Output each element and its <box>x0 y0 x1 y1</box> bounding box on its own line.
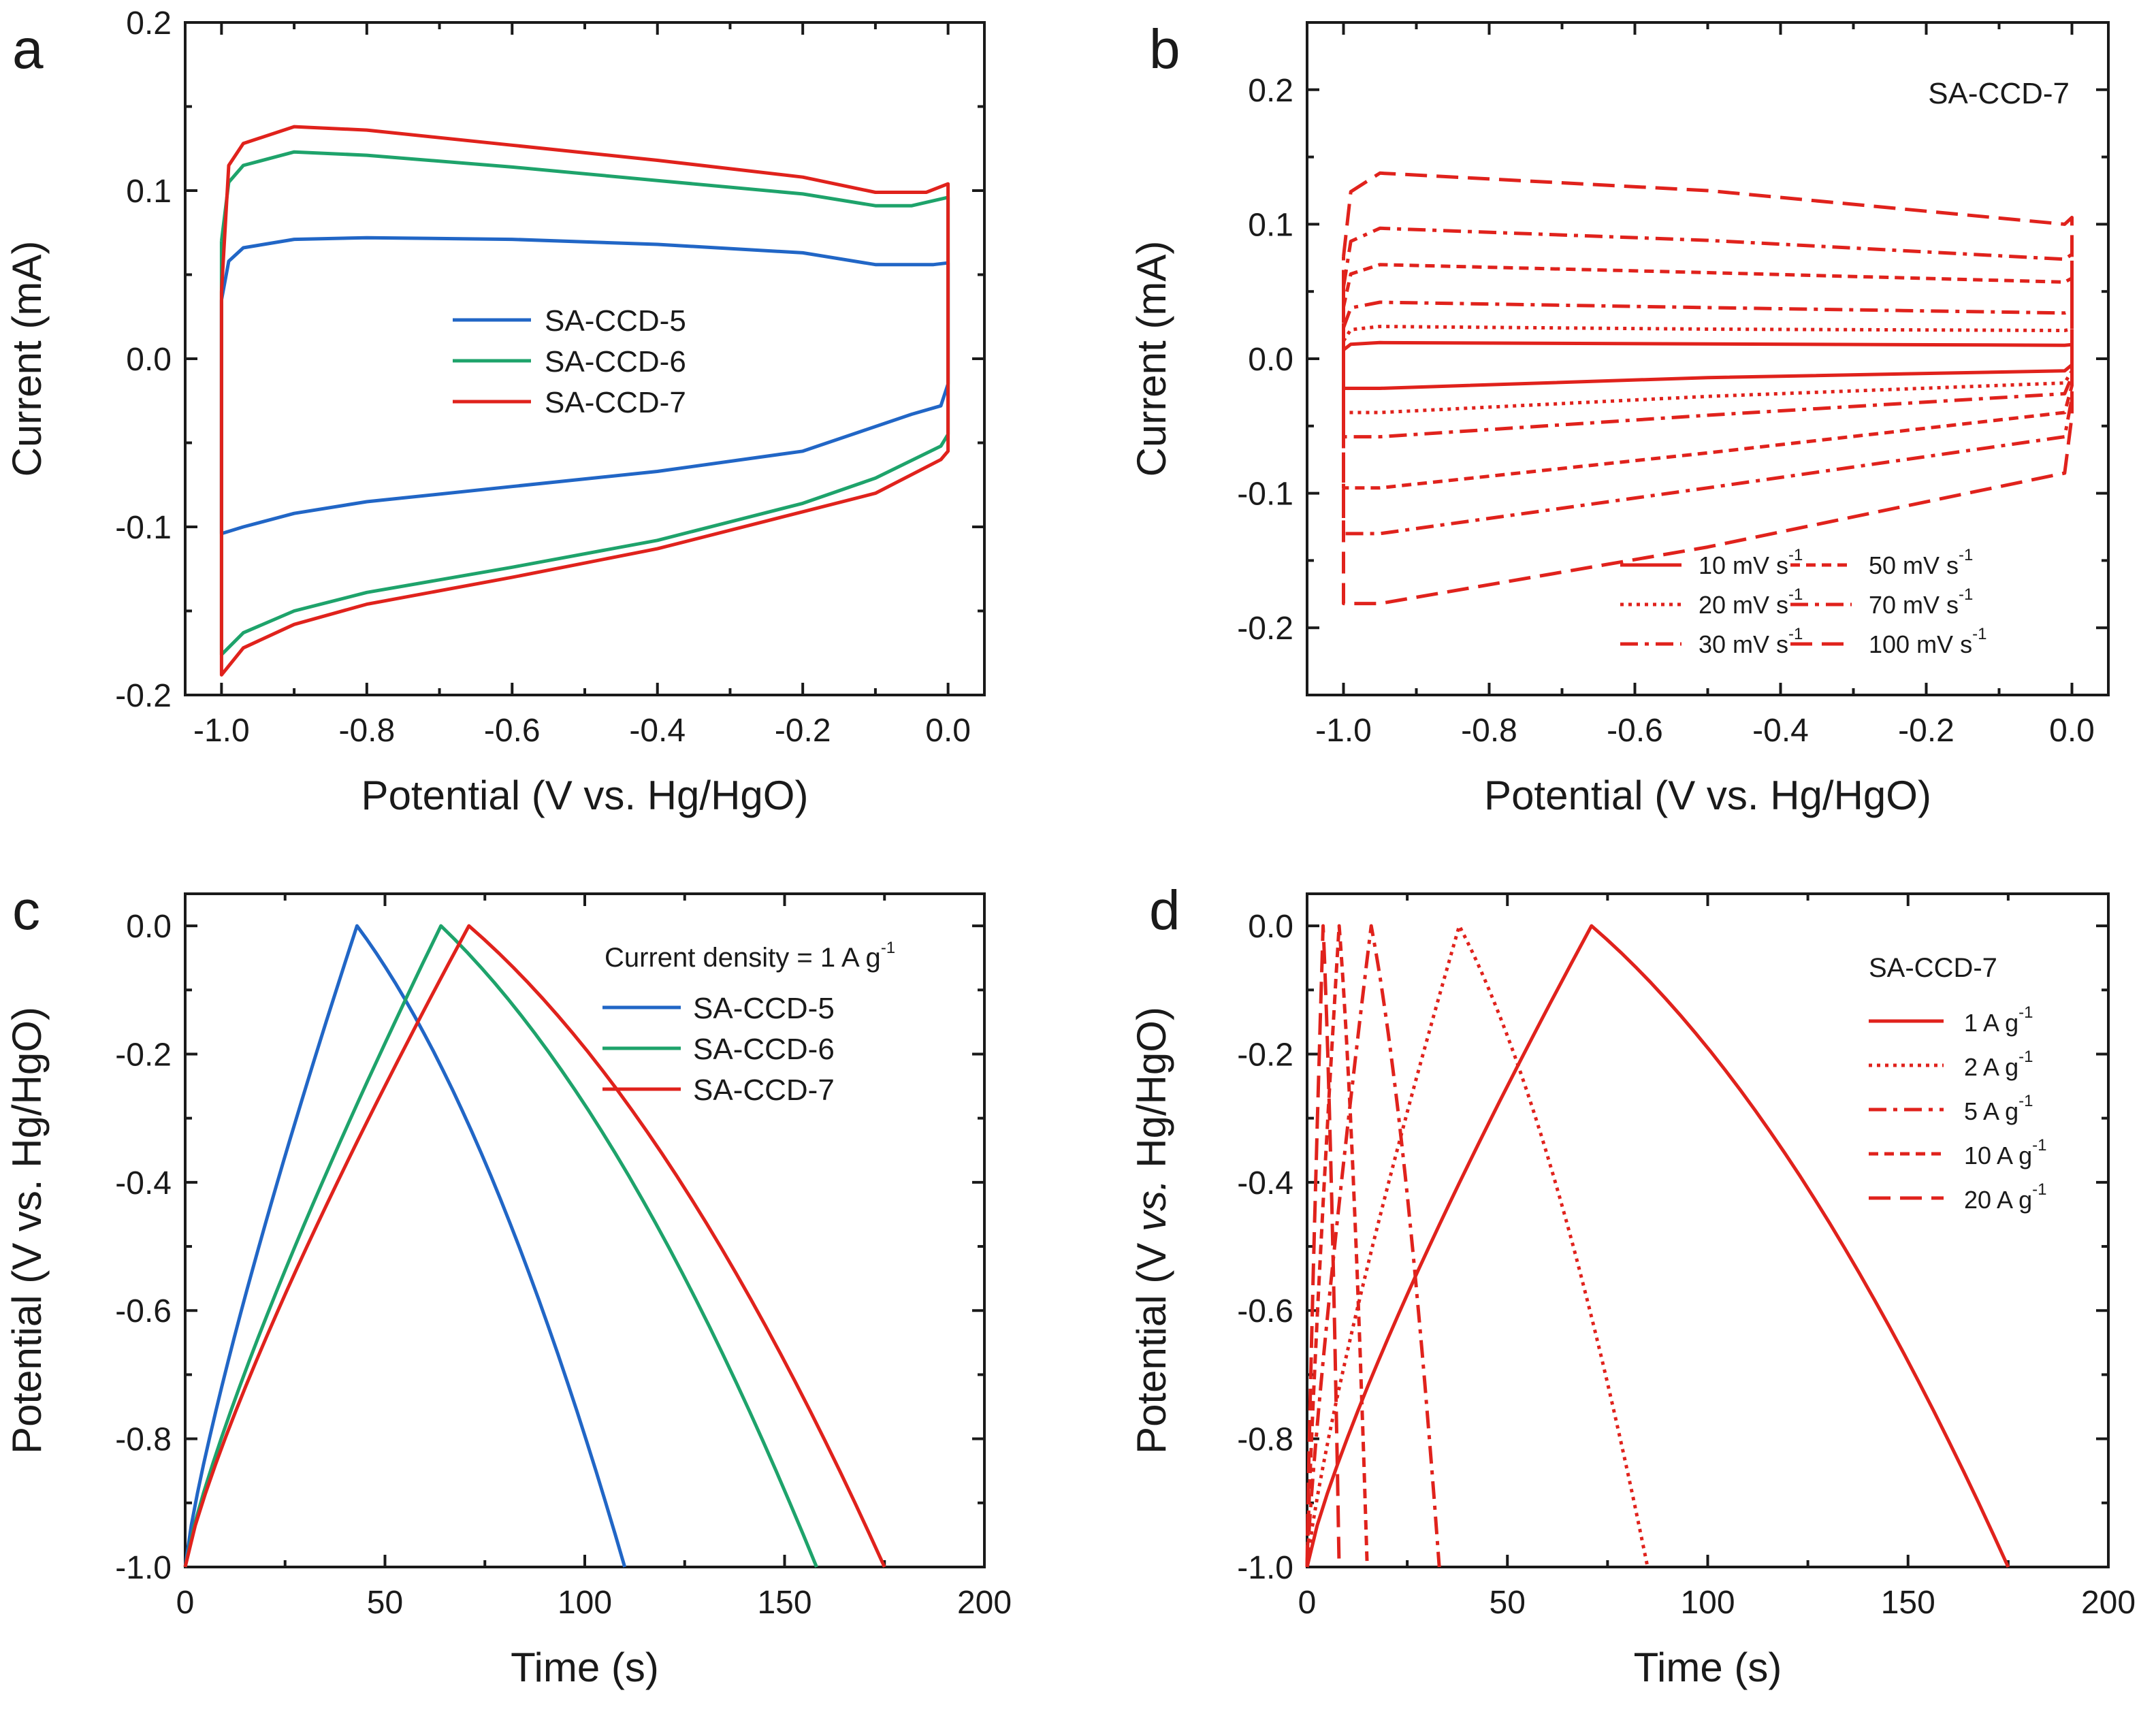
y-tick-label: -0.2 <box>115 678 172 714</box>
y-tick-label: -0.1 <box>1237 477 1293 513</box>
x-tick-label: 0 <box>176 1585 195 1621</box>
x-tick-label: -0.8 <box>338 713 395 749</box>
legend-label: SA-CCD-7 <box>693 1073 835 1107</box>
x-tick-label: -0.2 <box>775 713 831 749</box>
y-tick-label: -0.2 <box>115 1037 172 1073</box>
y-tick-label: -1.0 <box>1237 1550 1293 1586</box>
y-axis-title: Potential (V vs. Hg/HgO) <box>4 1007 50 1454</box>
y-tick-label: -0.2 <box>1237 611 1293 647</box>
legend-label: 20 A g-1 <box>1964 1180 2046 1214</box>
y-axis-title: Current (mA) <box>4 241 50 477</box>
y-tick-label: 0.1 <box>1248 207 1293 243</box>
legend-label: 100 mV s-1 <box>1869 625 1986 658</box>
panel-b: b -1.0 -0.8 -0.6 -0.4 -0.2 0.0 -0.2 -0.1 0.0 0.1 0.… <box>1129 18 2110 818</box>
legend-title: SA-CCD-7 <box>1869 953 1997 983</box>
x-tick-label: -0.6 <box>1607 713 1663 749</box>
x-axis-title: Time (s) <box>1634 1645 1782 1690</box>
x-tick-label: 100 <box>1680 1585 1735 1621</box>
legend-title: Current density = 1 A g-1 <box>605 939 895 973</box>
legend-label: 20 mV s-1 <box>1699 585 1803 619</box>
x-tick-label: 0.0 <box>925 713 971 749</box>
y-tick-label: 0.2 <box>126 5 172 42</box>
x-tick-label: 100 <box>558 1585 612 1621</box>
x-tick-label: 200 <box>957 1585 1012 1621</box>
sample-annotation: SA-CCD-7 <box>1928 77 2070 110</box>
y-axis-title: Potential (V vs. Hg/HgO) <box>1129 1007 1174 1454</box>
legend-label: 50 mV s-1 <box>1869 546 1973 579</box>
x-tick-label: 0 <box>1298 1585 1317 1621</box>
legend-label: 30 mV s-1 <box>1699 625 1803 658</box>
x-tick-label: 50 <box>367 1585 403 1621</box>
legend-label: 1 A g-1 <box>1964 1003 2033 1037</box>
x-axis-title: Potential (V vs. Hg/HgO) <box>361 773 809 818</box>
x-tick-label: -1.0 <box>193 713 250 749</box>
panel-d: d 0 50 100 150 200 -1.0 -0.8 -0.6 -0.4 -0.2 0.0 Time… <box>1129 879 2136 1690</box>
gcd-curve-20-ag <box>1305 924 1341 1568</box>
panel-letter-c: c <box>12 879 40 941</box>
plot-frame <box>1306 892 2110 1568</box>
y-tick-label: 0.0 <box>126 342 172 378</box>
y-tick-label: 0.1 <box>126 174 172 210</box>
x-tick-label: -0.4 <box>629 713 686 749</box>
y-tick-label: 0.0 <box>1248 909 1293 945</box>
cv-curve-10-mv <box>1342 340 2074 390</box>
cv-curve-70-mv <box>1342 226 2074 536</box>
y-tick-label: 0.2 <box>1248 73 1293 109</box>
y-tick-label: -0.8 <box>115 1422 172 1458</box>
y-tick-label: 0.0 <box>1248 342 1293 378</box>
x-axis-title: Time (s) <box>511 1645 659 1690</box>
gcd-curve-sa-ccd-5 <box>183 924 627 1568</box>
y-tick-label: -0.4 <box>115 1165 172 1201</box>
panel-letter-b: b <box>1149 18 1180 80</box>
legend-label: SA-CCD-5 <box>693 992 835 1025</box>
y-tick-label: -0.8 <box>1237 1422 1293 1458</box>
x-tick-label: 0.0 <box>2049 713 2095 749</box>
plot-frame <box>184 892 986 1568</box>
legend-label: 10 A g-1 <box>1964 1136 2046 1169</box>
y-tick-label: -0.2 <box>1237 1037 1293 1073</box>
gcd-curve-sa-ccd-7 <box>183 924 886 1568</box>
y-tick-label: -0.6 <box>1237 1293 1293 1329</box>
y-tick-label: -1.0 <box>115 1550 172 1586</box>
x-tick-label: -0.2 <box>1898 713 1954 749</box>
gcd-curve-1-ag <box>1305 924 2010 1568</box>
gcd-curve-10-ag <box>1305 924 1369 1568</box>
x-tick-label: -0.6 <box>484 713 541 749</box>
legend-label: 70 mV s-1 <box>1869 585 1973 619</box>
cv-curve-50-mv <box>1342 263 2074 490</box>
cv-curve-100-mv <box>1342 171 2074 606</box>
legend-label: SA-CCD-6 <box>545 345 686 378</box>
y-tick-label: -0.6 <box>115 1293 172 1329</box>
x-tick-label: 200 <box>2081 1585 2136 1621</box>
x-tick-label: -1.0 <box>1315 713 1372 749</box>
panel-letter-d: d <box>1149 879 1180 941</box>
y-tick-label: -0.4 <box>1237 1165 1293 1201</box>
gcd-curve-5-ag <box>1305 924 1441 1568</box>
cv-curve-sa-ccd-7 <box>219 125 950 677</box>
legend-label: 10 mV s-1 <box>1699 546 1803 579</box>
legend-label: SA-CCD-6 <box>693 1033 835 1066</box>
panel-c: c 0 50 100 150 200 -1.0 -0.8 -0.6 -0.4 -0.2 0.0 Time… <box>4 879 1012 1690</box>
y-axis-title: Current (mA) <box>1129 241 1174 477</box>
legend-label: 5 A g-1 <box>1964 1092 2033 1125</box>
panel-a: a -1.0 -0.8 -0.6 -0.4 -0.2 0.0 -0.2 -0.1 0.0 0.1 0.… <box>4 5 986 818</box>
legend-label: 2 A g-1 <box>1964 1048 2033 1081</box>
x-tick-label: 50 <box>1490 1585 1526 1621</box>
x-tick-label: 150 <box>757 1585 811 1621</box>
x-tick-label: -0.4 <box>1752 713 1809 749</box>
x-axis-title: Potential (V vs. Hg/HgO) <box>1484 773 1931 818</box>
cv-curve-30-mv <box>1342 300 2074 439</box>
x-tick-label: -0.8 <box>1461 713 1517 749</box>
legend-label: SA-CCD-7 <box>545 386 686 419</box>
y-tick-label: 0.0 <box>126 909 172 945</box>
x-tick-label: 150 <box>1881 1585 1935 1621</box>
panel-letter-a: a <box>12 18 44 80</box>
y-tick-label: -0.1 <box>115 510 172 546</box>
gcd-curve-sa-ccd-6 <box>183 924 818 1568</box>
gcd-curve-2-ag <box>1305 924 1650 1568</box>
legend-label: SA-CCD-5 <box>545 304 686 338</box>
